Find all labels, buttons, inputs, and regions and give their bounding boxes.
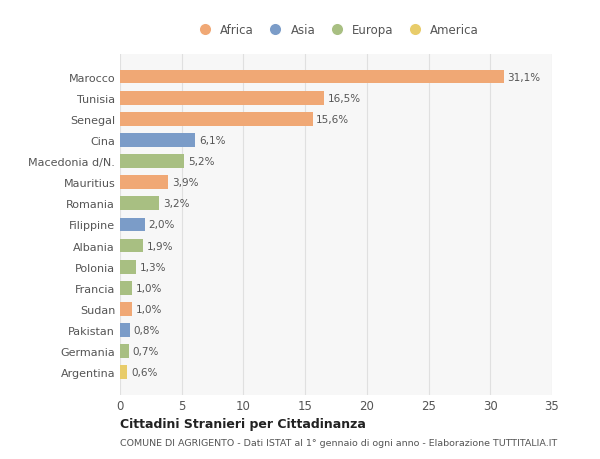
Text: Cittadini Stranieri per Cittadinanza: Cittadini Stranieri per Cittadinanza <box>120 417 366 430</box>
Text: 3,9%: 3,9% <box>172 178 199 188</box>
Bar <box>120 92 323 105</box>
Bar <box>120 71 504 84</box>
Bar <box>120 260 136 274</box>
Bar <box>120 281 133 295</box>
Text: 0,6%: 0,6% <box>131 368 157 377</box>
Bar <box>120 176 168 190</box>
Text: 15,6%: 15,6% <box>316 115 349 124</box>
Text: 1,0%: 1,0% <box>136 283 163 293</box>
Text: 1,0%: 1,0% <box>136 304 163 314</box>
Legend: Africa, Asia, Europa, America: Africa, Asia, Europa, America <box>190 20 482 40</box>
Bar <box>120 112 313 126</box>
Bar <box>120 197 160 211</box>
Text: 31,1%: 31,1% <box>508 73 541 82</box>
Text: 2,0%: 2,0% <box>148 220 175 230</box>
Bar <box>120 366 127 379</box>
Text: 0,8%: 0,8% <box>134 325 160 335</box>
Bar <box>120 218 145 232</box>
Text: 1,3%: 1,3% <box>140 262 166 272</box>
Text: 5,2%: 5,2% <box>188 157 214 167</box>
Bar <box>120 239 143 253</box>
Bar <box>120 155 184 168</box>
Text: 16,5%: 16,5% <box>328 94 361 103</box>
Bar <box>120 134 195 147</box>
Text: 3,2%: 3,2% <box>163 199 190 209</box>
Text: COMUNE DI AGRIGENTO - Dati ISTAT al 1° gennaio di ogni anno - Elaborazione TUTTI: COMUNE DI AGRIGENTO - Dati ISTAT al 1° g… <box>120 438 557 447</box>
Text: 6,1%: 6,1% <box>199 135 226 146</box>
Text: 1,9%: 1,9% <box>147 241 173 251</box>
Bar <box>120 324 130 337</box>
Bar <box>120 302 133 316</box>
Bar <box>120 345 128 358</box>
Text: 0,7%: 0,7% <box>133 347 159 356</box>
